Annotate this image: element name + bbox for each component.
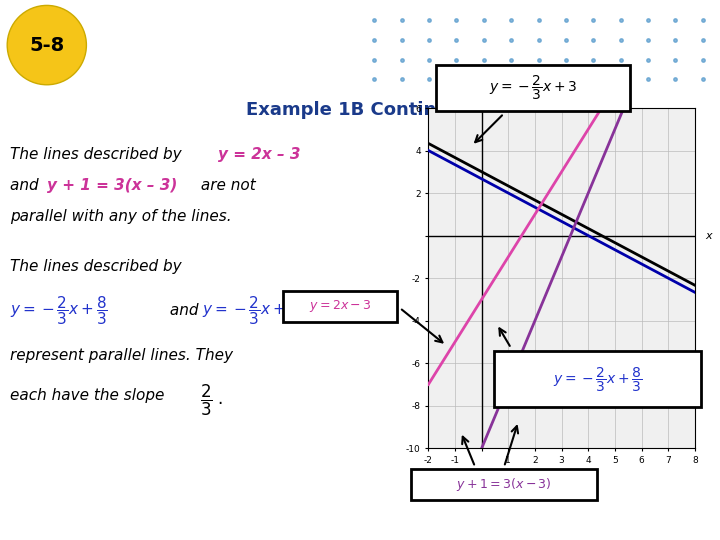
Ellipse shape xyxy=(7,5,86,85)
Text: Holt Algebra 1: Holt Algebra 1 xyxy=(7,520,97,530)
FancyBboxPatch shape xyxy=(283,291,397,322)
Text: $y = -\dfrac{2}{3}x + 3$: $y = -\dfrac{2}{3}x + 3$ xyxy=(489,73,577,102)
Text: x: x xyxy=(706,231,712,241)
Text: The lines described by: The lines described by xyxy=(10,147,186,161)
Text: represent parallel lines. They: represent parallel lines. They xyxy=(10,348,233,363)
Text: $y = -\dfrac{2}{3}x + \dfrac{8}{3}$: $y = -\dfrac{2}{3}x + \dfrac{8}{3}$ xyxy=(553,365,642,394)
Text: and: and xyxy=(10,178,43,193)
FancyBboxPatch shape xyxy=(410,469,598,501)
Text: are not: are not xyxy=(196,178,256,193)
Text: Perpendicular Lines: Perpendicular Lines xyxy=(97,57,315,76)
FancyBboxPatch shape xyxy=(494,352,701,407)
Text: $y + 1 = 3(x - 3)$: $y + 1 = 3(x - 3)$ xyxy=(456,476,552,493)
Text: $\dfrac{2}{3}$ .: $\dfrac{2}{3}$ . xyxy=(200,383,223,418)
Text: y: y xyxy=(485,97,491,106)
Text: parallel with any of the lines.: parallel with any of the lines. xyxy=(10,209,232,224)
Text: and: and xyxy=(165,303,203,318)
Text: Example 1B Continued: Example 1B Continued xyxy=(246,101,474,119)
Text: $y = -\dfrac{2}{3}x + 3$: $y = -\dfrac{2}{3}x + 3$ xyxy=(202,294,299,327)
FancyBboxPatch shape xyxy=(436,65,629,111)
Text: Copyright © by Holt, Rinehart and Winston. All Rights Reserved.: Copyright © by Holt, Rinehart and Winsto… xyxy=(420,521,713,530)
Text: 5-8: 5-8 xyxy=(30,36,64,55)
Text: $y = 2x - 3$: $y = 2x - 3$ xyxy=(309,299,372,314)
Text: y + 1 = 3(x – 3): y + 1 = 3(x – 3) xyxy=(47,178,177,193)
Text: Slopes of Parallel and: Slopes of Parallel and xyxy=(97,18,336,37)
Text: y = 2x – 3: y = 2x – 3 xyxy=(218,147,300,161)
Text: The lines described by: The lines described by xyxy=(10,259,181,274)
Text: $y = -\dfrac{2}{3}x + \dfrac{8}{3}$: $y = -\dfrac{2}{3}x + \dfrac{8}{3}$ xyxy=(10,294,108,327)
Text: each have the slope: each have the slope xyxy=(10,388,169,403)
